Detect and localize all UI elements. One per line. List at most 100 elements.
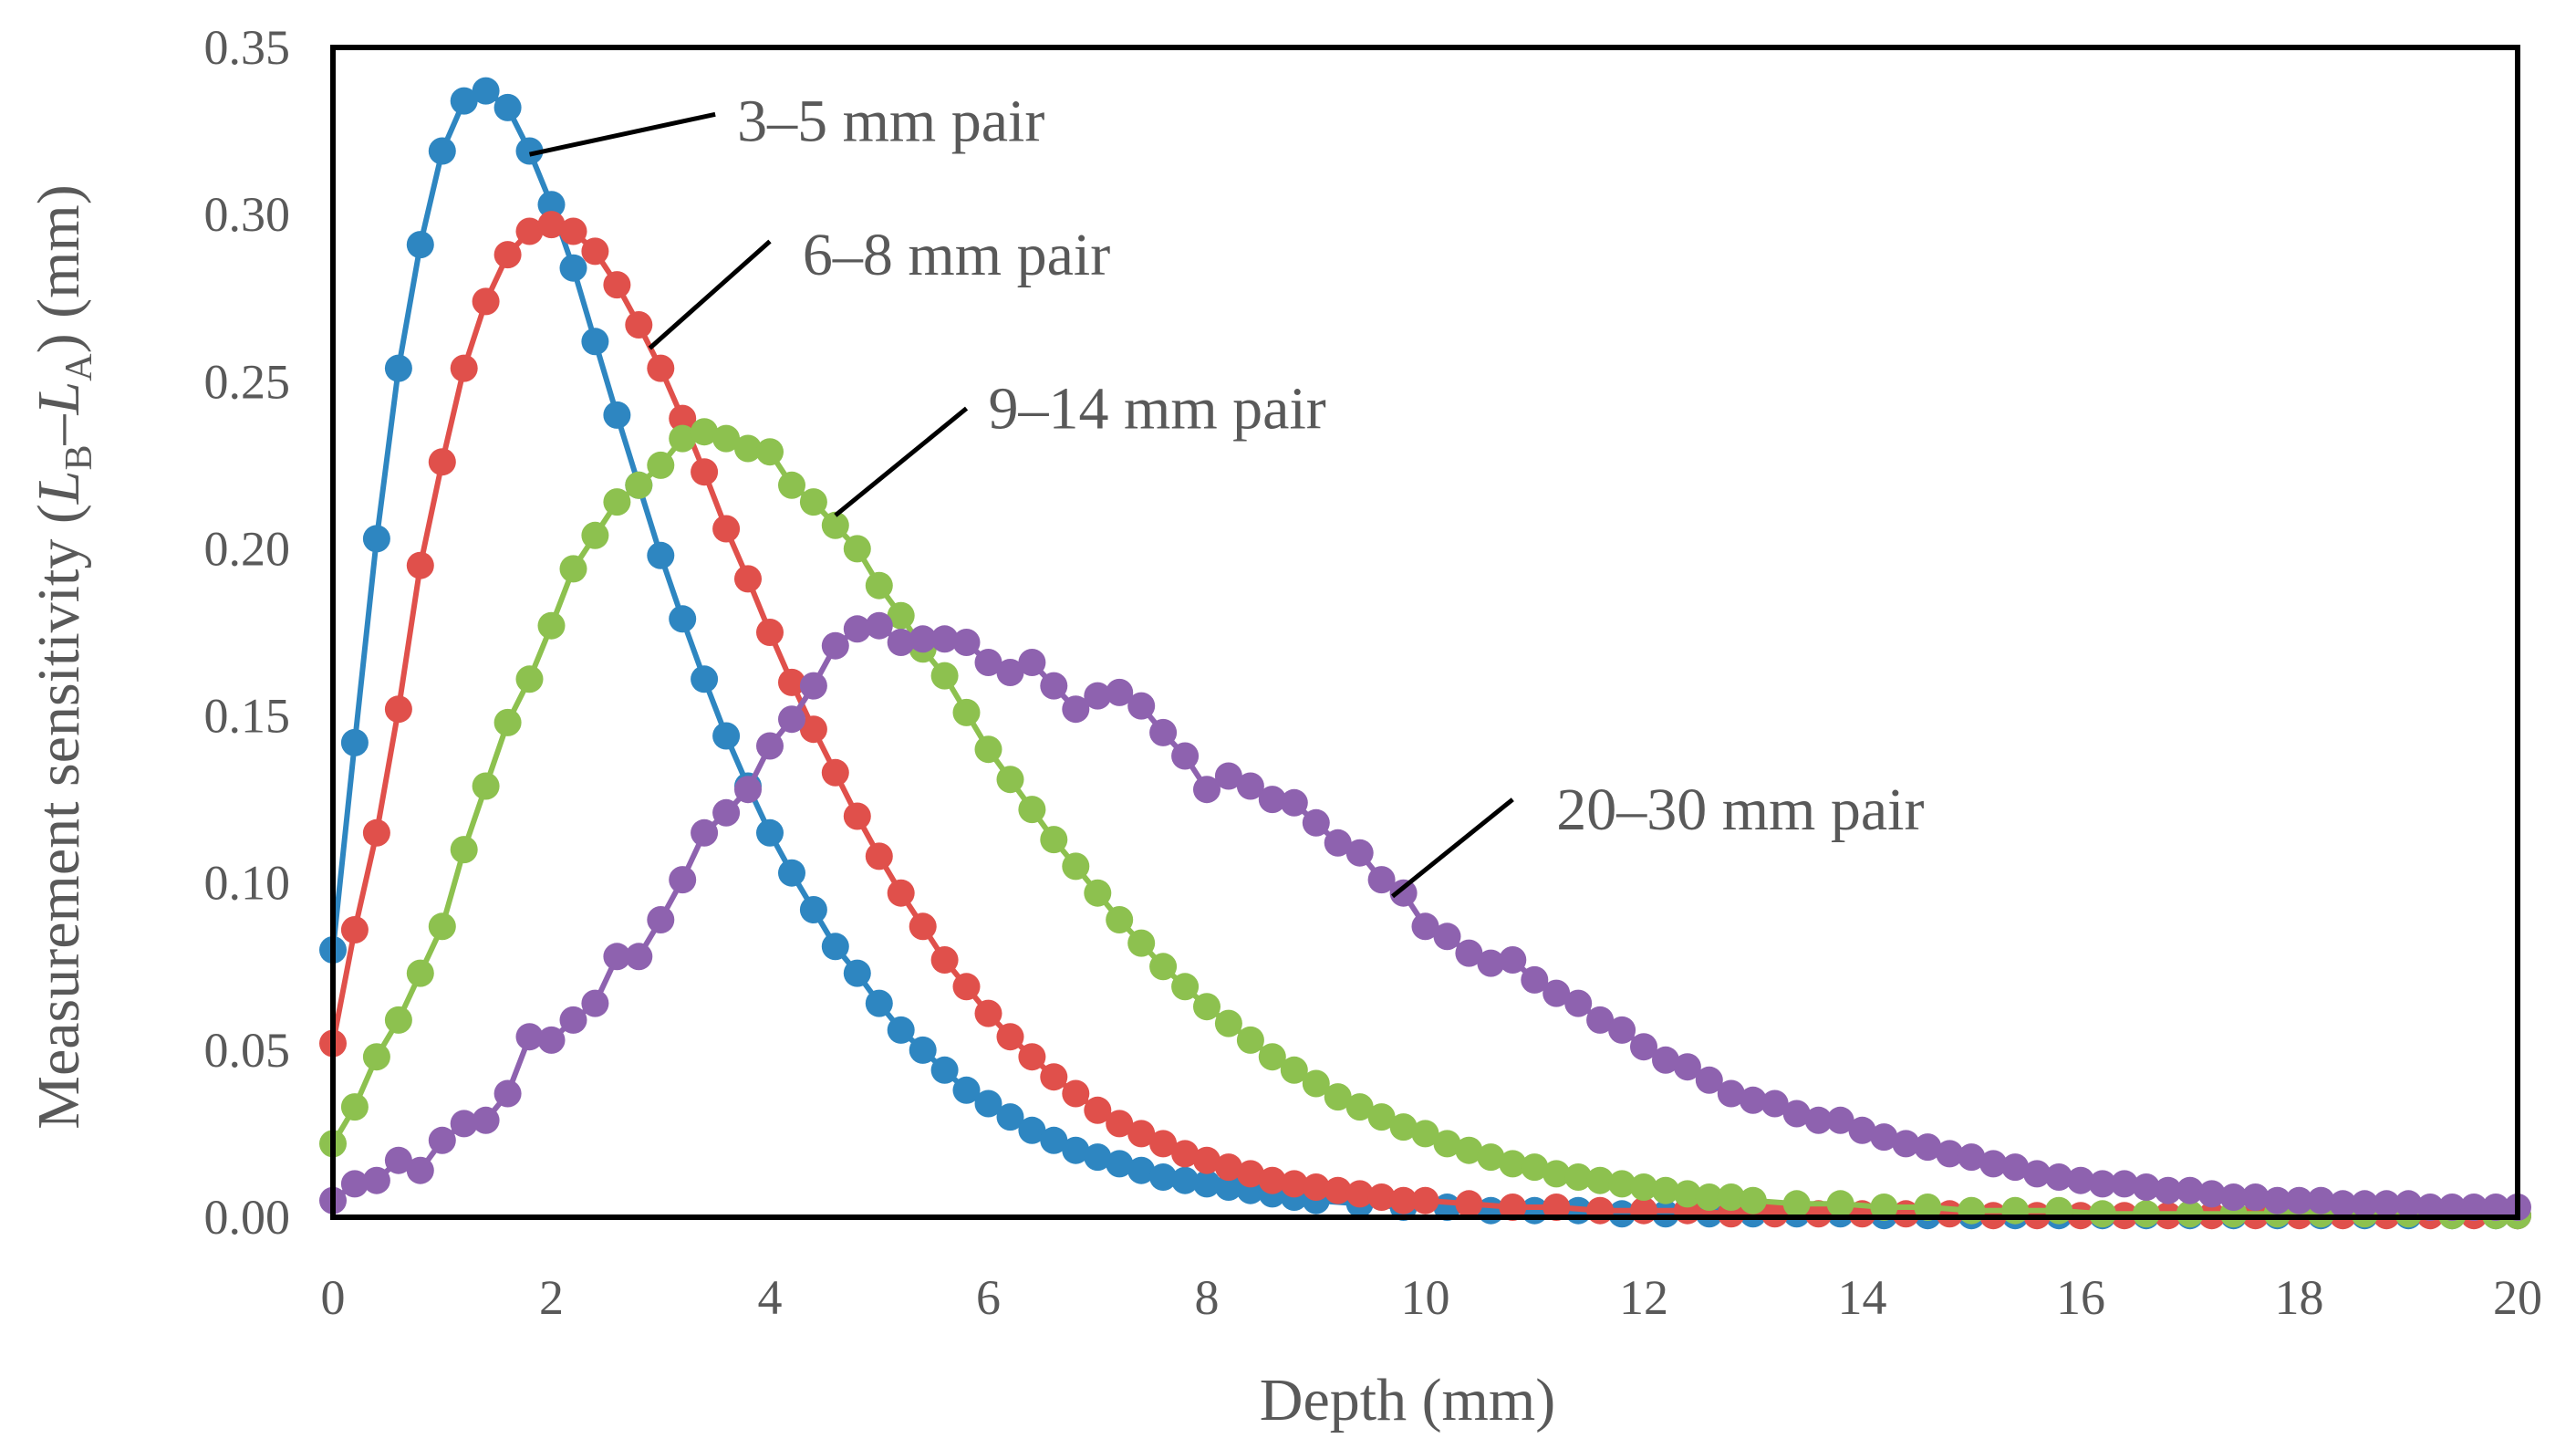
data-point-1-59: [1804, 1200, 1833, 1228]
data-point-0-39: [1171, 1166, 1200, 1194]
data-point-2-46: [1324, 1083, 1352, 1111]
y-title-var1: L: [26, 470, 92, 505]
y-tick-label-2: 0.10: [204, 856, 291, 911]
data-point-3-22: [799, 672, 827, 700]
annotation-leader-3: [1391, 797, 1514, 899]
data-point-2-35: [1084, 879, 1112, 907]
data-point-3-44: [1280, 788, 1308, 817]
data-point-1-1: [340, 916, 369, 943]
x-tick-label-10: 20: [2493, 1270, 2542, 1325]
data-point-3-1: [340, 1170, 369, 1198]
data-point-3-63: [1695, 1066, 1723, 1094]
data-point-2-62: [1673, 1180, 1701, 1208]
data-point-3-40: [1193, 776, 1220, 804]
data-point-1-40: [1193, 1146, 1220, 1174]
data-point-0-3: [384, 354, 412, 382]
y-tick-label-0: 0.00: [204, 1190, 291, 1245]
data-point-2-65: [1739, 1186, 1767, 1214]
data-point-3-87: [2219, 1183, 2248, 1211]
data-point-2-3: [384, 1006, 412, 1034]
data-point-3-26: [887, 629, 915, 656]
data-point-1-53: [1542, 1194, 1571, 1221]
data-point-3-54: [1499, 946, 1527, 974]
data-point-1-52: [1499, 1194, 1527, 1221]
annotation-label-0: 3–5 mm pair: [737, 89, 1044, 155]
x-tick-label-3: 6: [976, 1270, 1001, 1325]
data-point-3-99: [2482, 1194, 2510, 1221]
data-point-1-47: [1345, 1180, 1374, 1208]
data-point-0-15: [647, 541, 675, 569]
data-point-3-70: [1848, 1116, 1876, 1144]
data-point-2-14: [625, 471, 653, 499]
data-point-2-45: [1302, 1069, 1330, 1098]
y-title-sub2: A: [58, 353, 100, 381]
data-point-1-34: [1062, 1079, 1090, 1108]
data-point-3-39: [1171, 742, 1200, 770]
data-point-3-43: [1258, 786, 1286, 814]
data-point-3-6: [450, 1110, 478, 1138]
data-point-3-30: [974, 649, 1002, 676]
data-point-2-51: [1433, 1130, 1461, 1158]
data-point-0-5: [428, 137, 456, 165]
data-point-2-24: [843, 535, 871, 563]
data-point-2-25: [865, 571, 893, 599]
data-point-0-2: [362, 525, 390, 553]
data-point-3-73: [1914, 1133, 1942, 1162]
data-point-3-77: [2001, 1153, 2030, 1182]
data-point-3-21: [778, 705, 805, 734]
data-point-2-43: [1258, 1043, 1286, 1071]
y-tick-label-4: 0.20: [204, 521, 291, 576]
data-point-3-4: [406, 1156, 434, 1184]
data-point-3-25: [865, 611, 893, 640]
data-point-1-42: [1236, 1160, 1264, 1188]
data-point-0-16: [669, 605, 697, 633]
data-point-3-81: [2088, 1170, 2116, 1198]
data-point-1-30: [974, 999, 1002, 1027]
data-point-2-47: [1345, 1093, 1374, 1121]
data-point-0-9: [515, 137, 544, 165]
data-point-3-64: [1717, 1079, 1745, 1108]
data-point-0-37: [1127, 1156, 1156, 1184]
data-point-1-9: [515, 217, 544, 245]
data-point-3-58: [1586, 1006, 1615, 1034]
data-point-3-86: [2197, 1180, 2226, 1208]
data-point-1-20: [756, 619, 784, 646]
data-point-1-36: [1106, 1110, 1134, 1138]
series-layer: [319, 77, 2531, 1230]
data-point-1-23: [821, 758, 849, 787]
data-point-3-35: [1084, 682, 1112, 710]
data-point-1-12: [581, 237, 609, 266]
data-point-3-65: [1739, 1086, 1767, 1114]
data-point-1-14: [625, 311, 653, 339]
data-point-1-22: [799, 715, 827, 744]
data-point-3-89: [2263, 1186, 2291, 1214]
series-3: [319, 611, 2531, 1221]
data-point-3-53: [1477, 949, 1505, 977]
data-point-2-30: [974, 735, 1002, 764]
data-point-3-71: [1870, 1123, 1898, 1152]
data-point-3-74: [1936, 1140, 1964, 1168]
y-tick-label-1: 0.05: [204, 1023, 291, 1078]
data-point-3-72: [1892, 1130, 1920, 1158]
data-point-2-11: [559, 555, 587, 583]
x-tick-label-8: 16: [2056, 1270, 2105, 1325]
x-axis-title: Depth (mm): [1260, 1367, 1555, 1433]
data-point-0-6: [450, 87, 478, 115]
data-point-3-50: [1411, 912, 1439, 941]
x-tick-label-0: 0: [321, 1270, 346, 1325]
series-1: [319, 211, 2531, 1230]
data-point-3-95: [2394, 1190, 2423, 1218]
annotation-label-2: 9–14 mm pair: [989, 376, 1326, 443]
annotation-leader-2: [834, 406, 969, 517]
data-point-0-28: [930, 1056, 959, 1084]
data-point-1-41: [1214, 1153, 1242, 1182]
data-point-2-48: [1367, 1103, 1396, 1131]
data-point-0-22: [799, 896, 827, 923]
data-point-2-7: [472, 772, 500, 800]
data-point-2-4: [406, 959, 434, 987]
data-point-3-29: [952, 629, 981, 656]
data-point-0-1: [340, 728, 369, 756]
data-point-1-45: [1302, 1173, 1330, 1201]
data-point-2-64: [1717, 1183, 1745, 1211]
data-point-2-15: [647, 451, 675, 479]
